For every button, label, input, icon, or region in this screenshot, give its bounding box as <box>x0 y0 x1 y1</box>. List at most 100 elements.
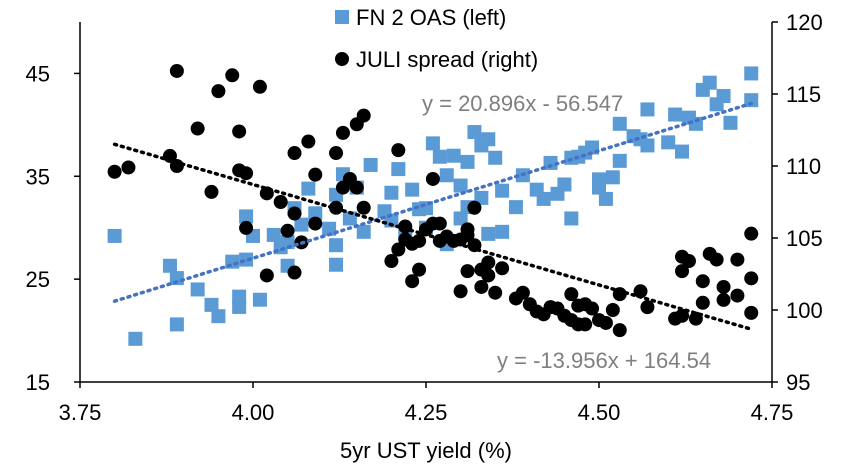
juli-point <box>495 261 510 276</box>
fn2-point <box>488 150 503 165</box>
fn2-point <box>329 257 344 272</box>
fn2-point <box>204 297 219 312</box>
juli-point <box>239 220 254 235</box>
juli-point <box>308 216 323 231</box>
juli-point <box>232 124 247 139</box>
juli-point <box>744 271 759 286</box>
fn2-point <box>481 132 496 147</box>
juli-point <box>695 274 710 289</box>
legend-label-juli: JULI spread (right) <box>356 47 538 72</box>
y-left-tick-label: 45 <box>26 61 50 86</box>
y-left-tick-labels: 15 25 35 45 <box>26 61 50 395</box>
fn2-point <box>592 172 606 187</box>
fn2-point <box>107 228 122 243</box>
juli-point <box>349 180 364 195</box>
fn2-point <box>446 148 461 163</box>
fn2-trend-equation: y = 20.896x - 56.547 <box>422 91 623 116</box>
y-left-tick-label: 35 <box>26 164 50 189</box>
juli-point <box>730 252 745 267</box>
x-tick-label: 3.75 <box>59 400 102 425</box>
fn2-point <box>612 153 627 168</box>
juli-point <box>391 242 406 257</box>
fn2-point <box>723 115 738 130</box>
fn2-point <box>661 135 676 150</box>
y-left-tick-label: 25 <box>26 267 50 292</box>
y-right-tick-label: 115 <box>786 82 821 107</box>
fn2-point <box>363 157 378 172</box>
legend: FN 2 OAS (left) JULI spread (right) <box>335 5 538 72</box>
fn2-point <box>605 170 620 185</box>
juli-point <box>515 285 530 300</box>
juli-point <box>474 279 489 294</box>
juli-point <box>425 171 440 186</box>
fn2-point <box>564 211 579 226</box>
y-right-tick-label: 110 <box>786 154 821 179</box>
fn2-point <box>453 178 468 193</box>
fn2-point <box>128 331 143 346</box>
fn2-point <box>453 211 468 226</box>
fn2-point <box>640 138 655 153</box>
x-tick-label: 4.75 <box>751 400 794 425</box>
juli-point <box>675 308 690 323</box>
juli-point <box>730 288 745 303</box>
juli-point <box>460 222 475 237</box>
juli-point <box>578 317 593 332</box>
y-right-tick-label: 120 <box>786 10 823 35</box>
fn2-point <box>702 75 717 90</box>
fn2-point <box>391 162 406 177</box>
juli-point <box>329 146 344 161</box>
fn2-point <box>536 191 551 206</box>
juli-point <box>391 143 406 158</box>
fn2-point <box>301 181 316 196</box>
fn2-point <box>252 292 267 307</box>
juli-point <box>211 84 226 99</box>
juli-point <box>633 284 648 299</box>
juli-point <box>190 121 205 136</box>
fn2-point <box>675 144 690 159</box>
juli-point <box>162 148 177 163</box>
fn2-point <box>356 224 371 239</box>
juli-point <box>107 164 122 179</box>
juli-point <box>488 285 503 300</box>
fn2-point <box>342 211 357 226</box>
juli-point <box>716 279 731 294</box>
x-tick-label: 4.00 <box>232 400 275 425</box>
juli-point <box>598 315 613 330</box>
juli-point <box>744 226 759 241</box>
x-tick-label: 4.50 <box>578 400 621 425</box>
juli-point <box>412 233 427 248</box>
fn2-point <box>329 238 344 253</box>
x-tick-label: 4.25 <box>405 400 448 425</box>
fn2-point <box>543 155 558 170</box>
fn2-point <box>239 209 254 224</box>
juli-point <box>225 68 240 83</box>
juli-point <box>169 63 184 78</box>
juli-point <box>432 216 447 231</box>
juli-point <box>695 295 710 310</box>
y-right-tick-label: 105 <box>786 226 823 251</box>
juli-point <box>412 262 427 277</box>
legend-marker-fn2 <box>335 10 349 24</box>
juli-point <box>280 223 295 238</box>
fn2-point <box>425 136 440 151</box>
y-left-tick-label: 15 <box>26 370 50 395</box>
fn2-point <box>308 206 323 221</box>
fn2-point <box>495 183 510 198</box>
juli-point <box>308 167 323 182</box>
fn2-point <box>744 93 759 108</box>
juli-point <box>287 265 302 280</box>
fn2-point <box>744 66 759 81</box>
x-tick-labels: 3.75 4.00 4.25 4.50 4.75 <box>59 400 794 425</box>
juli-point <box>612 323 627 338</box>
juli-point <box>301 134 316 149</box>
juli-point <box>612 287 627 302</box>
juli-point <box>384 254 399 269</box>
juli-point <box>239 166 254 181</box>
juli-point <box>252 79 267 94</box>
juli-point <box>169 159 184 173</box>
juli-point <box>640 300 655 315</box>
juli-point <box>356 200 371 215</box>
juli-trendline <box>112 142 753 331</box>
fn2-point <box>668 107 683 122</box>
